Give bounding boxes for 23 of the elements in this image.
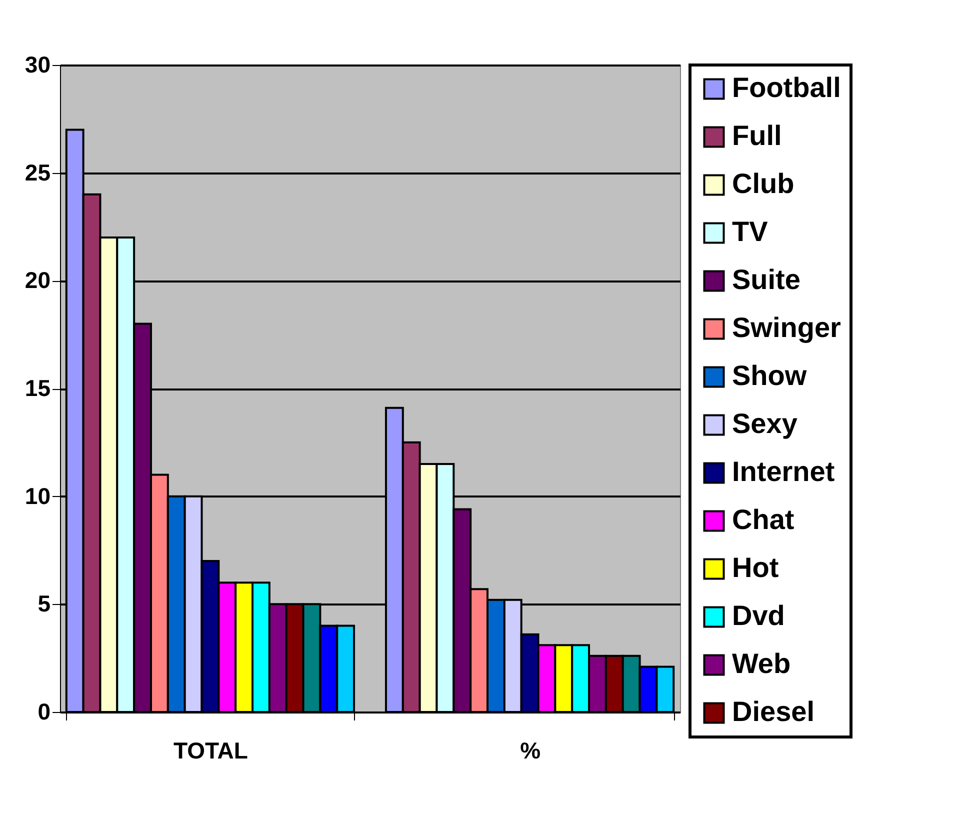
x-tick-label: TOTAL <box>173 738 248 764</box>
legend-label: Football <box>732 72 841 103</box>
y-tick-label: 20 <box>24 267 50 294</box>
legend-label: Full <box>732 120 782 151</box>
legend-label: Sexy <box>732 408 798 439</box>
y-tick-label: 25 <box>24 159 51 186</box>
y-tick-label: 15 <box>24 375 51 401</box>
legend-label: Swinger <box>732 312 842 343</box>
legend-label: TV <box>732 216 768 247</box>
y-tick-label: 5 <box>38 590 51 617</box>
legend-label: Internet <box>732 456 835 487</box>
legend-label: Web <box>732 648 791 679</box>
legend-label: Suite <box>732 264 800 295</box>
legend-label: Show <box>732 360 807 391</box>
y-tick-label: 30 <box>24 52 50 78</box>
legend-label: Club <box>732 168 794 199</box>
legend-label: Chat <box>732 504 794 535</box>
y-tick-label: 10 <box>24 482 50 509</box>
legend-label: Dvd <box>732 600 785 631</box>
y-tick-label: 0 <box>38 698 50 724</box>
x-tick-label: % <box>520 738 541 764</box>
legend-label: Hot <box>732 552 779 583</box>
legend-label: Diesel <box>732 696 814 727</box>
